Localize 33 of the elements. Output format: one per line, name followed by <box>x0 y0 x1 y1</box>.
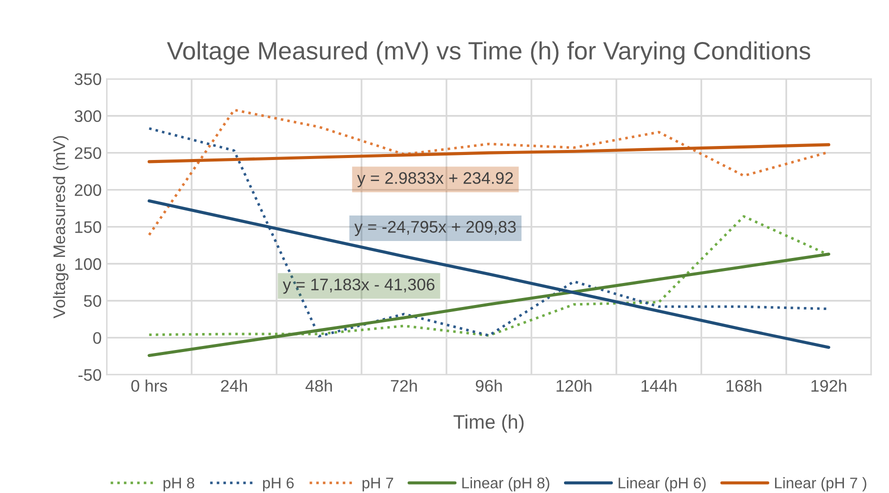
y-tick-label: -50 <box>78 369 102 381</box>
x-tick-label: 120h <box>556 380 592 392</box>
y-tick-label: 150 <box>75 221 102 233</box>
y-tick-label: 100 <box>75 258 102 270</box>
legend-label: Linear (pH 8) <box>462 477 550 492</box>
line-series <box>148 199 830 349</box>
annotation: y = -24,795x + 209,83 <box>354 220 516 236</box>
legend-label: pH 7 <box>362 478 394 492</box>
x-tick-label: 72h <box>390 380 417 392</box>
y-tick-label: 50 <box>84 295 102 307</box>
legend-label: pH 6 <box>263 478 294 492</box>
chart-title: Voltage Measured (mV) vs Time (h) for Varying Conditions <box>166 41 810 65</box>
y-tick-label: 250 <box>74 147 102 160</box>
line-series <box>148 143 830 164</box>
y-tick-label: 350 <box>74 73 102 86</box>
x-tick-label: 0 hrs <box>131 380 168 392</box>
x-axis-title: Time (h) <box>454 414 524 433</box>
legend-label: pH 8 <box>164 478 194 492</box>
line-series <box>148 252 830 357</box>
x-tick-label: 168h <box>726 380 762 392</box>
x-tick-label: 48h <box>306 380 332 392</box>
y-tick-label: 0 <box>93 332 102 344</box>
y-axis-title: Voltage Measuresd (mV) <box>52 136 68 318</box>
legend-label: Linear (pH 7 ) <box>775 477 866 492</box>
x-tick-label: 192h <box>811 380 846 392</box>
y-tick-label: 200 <box>74 184 102 196</box>
annotation: y = 17,183x - 41,306 <box>282 278 434 294</box>
x-tick-label: 96h <box>476 380 502 392</box>
legend-label: Linear (pH 6) <box>618 477 706 492</box>
x-tick-label: 24h <box>221 380 247 392</box>
annotation: y = 2.9833x + 234.92 <box>357 172 513 188</box>
x-tick-label: 144h <box>642 380 676 392</box>
y-tick-label: 300 <box>74 110 102 122</box>
